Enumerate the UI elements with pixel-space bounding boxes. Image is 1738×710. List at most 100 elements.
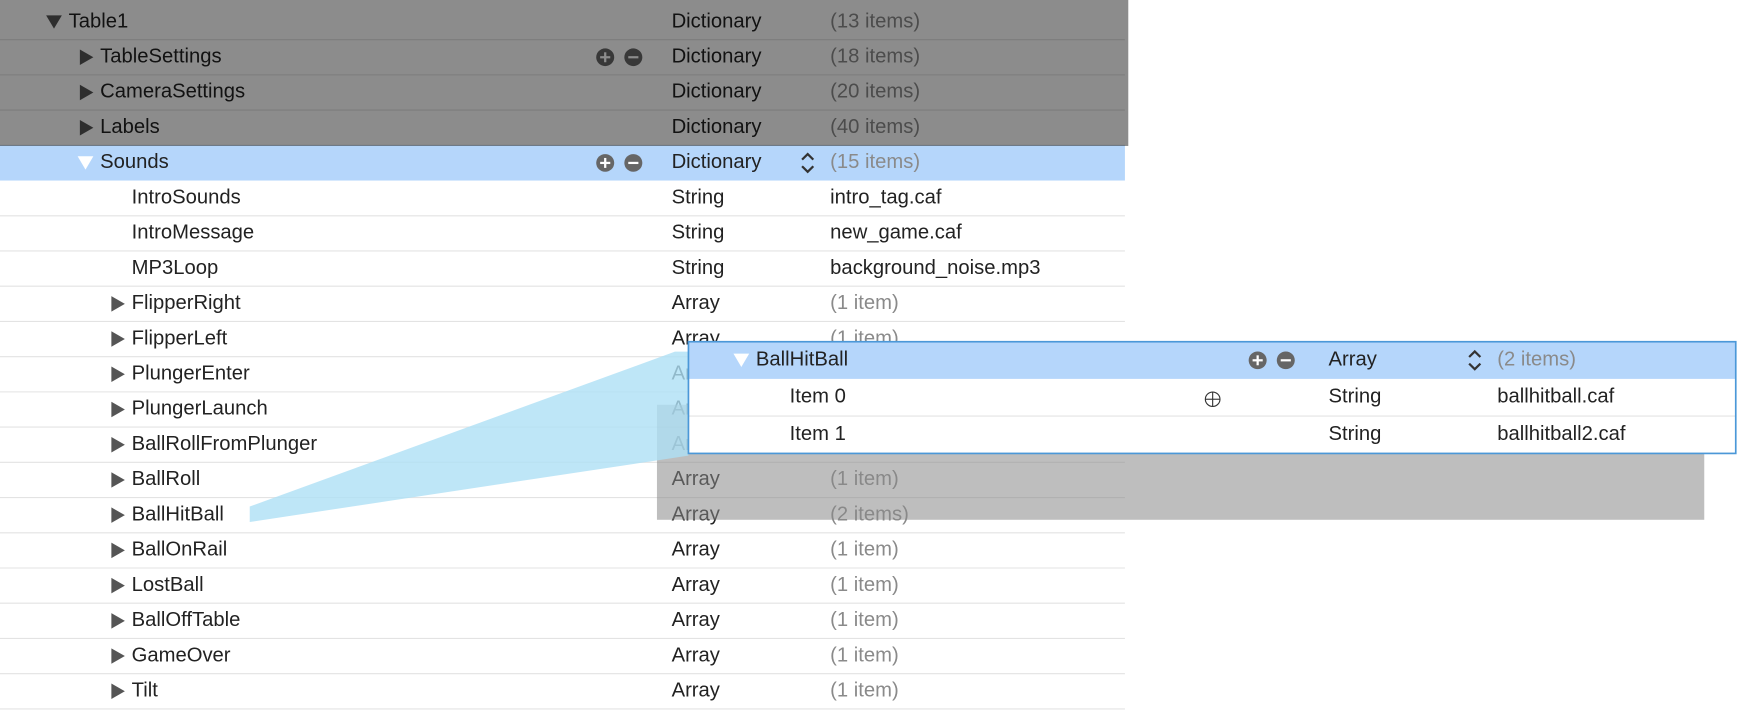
disclosure-triangle[interactable] xyxy=(111,366,125,383)
value: (40 items) xyxy=(830,116,920,138)
disclosure-triangle[interactable] xyxy=(79,119,94,136)
type: Array xyxy=(672,680,720,702)
type: Array xyxy=(672,539,720,561)
type: String xyxy=(1329,386,1382,408)
key: FlipperLeft xyxy=(132,327,228,349)
disclosure-triangle[interactable] xyxy=(111,436,125,453)
disclosure-triangle[interactable] xyxy=(79,49,94,66)
disclosure-triangle[interactable] xyxy=(111,401,125,418)
value: (1 item) xyxy=(830,609,899,631)
value: (1 item) xyxy=(830,574,899,596)
type: Array xyxy=(1329,349,1377,371)
disclosure-triangle[interactable] xyxy=(111,331,125,347)
value: (1 item) xyxy=(830,539,899,561)
type: Array xyxy=(672,292,720,314)
row[interactable]: Item 0 String ballhitball.caf xyxy=(688,386,1736,417)
key: Tilt xyxy=(132,680,159,702)
row[interactable]: CameraSettings Dictionary (20 items) xyxy=(0,81,1125,111)
disclosure-triangle[interactable] xyxy=(111,472,125,488)
type: Dictionary xyxy=(672,116,762,138)
row[interactable]: BallOnRail Array (1 item) xyxy=(0,539,1125,569)
key: BallHitBall xyxy=(756,349,848,371)
disclosure-triangle[interactable] xyxy=(111,542,125,559)
key: FlipperRight xyxy=(132,292,242,314)
key: MP3Loop xyxy=(132,257,219,279)
disclosure-triangle[interactable] xyxy=(111,648,125,664)
type-stepper[interactable] xyxy=(801,152,815,174)
value: ballhitball2.caf xyxy=(1497,423,1626,445)
key: GameOver xyxy=(132,644,231,666)
disclosure-triangle[interactable] xyxy=(46,15,62,29)
value: (1 item) xyxy=(830,644,899,666)
row[interactable]: MP3Loop String background_noise.mp3 xyxy=(0,257,1125,287)
dim-overlay xyxy=(0,0,1129,146)
key: CameraSettings xyxy=(100,81,245,103)
type: String xyxy=(1329,423,1382,445)
disclosure-triangle[interactable] xyxy=(111,577,125,594)
value: new_game.caf xyxy=(830,222,962,244)
type: Dictionary xyxy=(672,81,762,103)
type: Dictionary xyxy=(672,10,762,32)
disclosure-triangle[interactable] xyxy=(79,84,94,101)
row-highlight xyxy=(688,341,1736,379)
crosshair xyxy=(1204,391,1221,407)
value: background_noise.mp3 xyxy=(830,257,1040,279)
key: PlungerLaunch xyxy=(132,398,268,420)
type: String xyxy=(672,257,725,279)
row[interactable]: Sounds Dictionary (15 items) xyxy=(0,145,1125,181)
value: (13 items) xyxy=(830,10,920,32)
row[interactable]: Table1 Dictionary (13 items) xyxy=(0,10,1125,41)
disclosure-triangle[interactable] xyxy=(733,353,750,367)
key: Sounds xyxy=(100,151,169,173)
type: String xyxy=(672,222,725,244)
row-highlight xyxy=(0,145,1125,181)
disclosure-triangle[interactable] xyxy=(111,683,125,700)
key: BallRoll xyxy=(132,468,201,490)
value: (20 items) xyxy=(830,81,920,103)
row[interactable]: LostBall Array (1 item) xyxy=(0,574,1125,604)
key: BallHitBall xyxy=(132,504,224,526)
zoom-wedge xyxy=(249,351,689,522)
key: BallRollFromPlunger xyxy=(132,433,318,455)
type: Array xyxy=(672,574,720,596)
key: Item 1 xyxy=(790,423,846,445)
row[interactable]: FlipperLeft Array (1 item) xyxy=(0,327,1125,358)
row[interactable]: IntroSounds String intro_tag.caf xyxy=(0,187,1125,217)
value: (1 item) xyxy=(830,680,899,702)
disclosure-triangle[interactable] xyxy=(77,156,94,170)
key: Table1 xyxy=(69,10,129,32)
disclosure-triangle[interactable] xyxy=(111,507,125,523)
type: Array xyxy=(672,609,720,631)
disclosure-triangle[interactable] xyxy=(111,296,125,312)
key: Item 0 xyxy=(790,386,846,408)
type: Dictionary xyxy=(672,151,762,173)
row[interactable]: GameOver Array (1 item) xyxy=(0,644,1125,675)
value: (15 items) xyxy=(830,151,920,173)
row[interactable]: IntroMessage String new_game.caf xyxy=(0,222,1125,252)
row[interactable]: FlipperRight Array (1 item) xyxy=(0,292,1125,322)
type: String xyxy=(672,187,725,209)
key: LostBall xyxy=(132,574,204,596)
key: BallOnRail xyxy=(132,539,228,561)
value: ballhitball.caf xyxy=(1497,386,1614,408)
key: PlungerEnter xyxy=(132,363,250,385)
row[interactable]: Tilt Array (1 item) xyxy=(0,680,1125,710)
key: IntroMessage xyxy=(132,222,255,244)
row[interactable]: BallOffTable Array (1 item) xyxy=(0,609,1125,639)
popup-border xyxy=(687,340,1737,455)
type: Array xyxy=(672,644,720,666)
value: (1 item) xyxy=(830,292,899,314)
disclosure-triangle[interactable] xyxy=(111,613,125,629)
key: BallOffTable xyxy=(132,609,241,631)
row[interactable]: BallHitBall Array (2 items) xyxy=(688,341,1736,379)
type-stepper[interactable] xyxy=(1468,349,1482,371)
key: IntroSounds xyxy=(132,187,241,209)
type: Dictionary xyxy=(672,46,762,68)
key: Labels xyxy=(100,116,160,138)
value: (2 items) xyxy=(1497,349,1576,371)
value: intro_tag.caf xyxy=(830,187,942,209)
value: (18 items) xyxy=(830,46,920,68)
row[interactable]: TableSettings Dictionary (18 items) xyxy=(0,46,1125,76)
